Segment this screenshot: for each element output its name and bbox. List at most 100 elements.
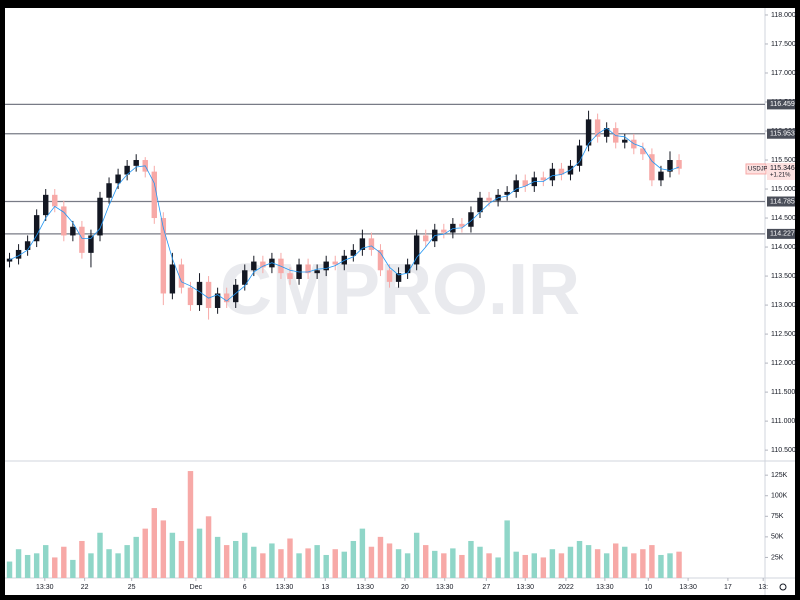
volume-bar (287, 538, 293, 578)
candle-body (395, 273, 402, 282)
y-tick-label: 111.500 (771, 389, 795, 396)
volume-bar (260, 553, 266, 578)
candle-body (260, 261, 266, 268)
candle-body (287, 273, 293, 279)
candle-body (377, 249, 384, 271)
volume-bar (70, 559, 76, 578)
candle-body (350, 249, 357, 256)
volume-bar (495, 557, 501, 578)
volume-bar (323, 554, 329, 578)
candle-body (658, 171, 664, 181)
volume-bar (468, 540, 474, 578)
candle-body (413, 235, 420, 265)
volume-bar (676, 551, 682, 578)
candle-body (24, 241, 31, 250)
volume-bar (350, 540, 357, 578)
volume-bar (278, 549, 284, 578)
candle-body (205, 281, 212, 308)
price-change: +1.21% (770, 173, 791, 179)
volume-bar (169, 532, 176, 578)
chart-background (5, 8, 795, 595)
candle-body (88, 235, 94, 253)
volume-tick-label: 100K (771, 493, 788, 500)
volume-bar (43, 545, 49, 578)
volume-bar (576, 540, 583, 578)
volume-bar (214, 536, 221, 578)
y-tick-label: 117.000 (771, 70, 796, 77)
candle-body (133, 160, 139, 166)
x-tick-label: 13:30 (36, 584, 54, 591)
candle-body (676, 160, 682, 169)
volume-bar (133, 536, 139, 578)
candle-body (33, 215, 40, 242)
candle-body (61, 206, 67, 236)
candle-body (214, 293, 221, 308)
candle-body (15, 249, 22, 259)
x-tick-label: 17 (724, 584, 732, 591)
volume-bar (151, 508, 157, 578)
candle-body (649, 154, 655, 181)
x-tick-label: 13:30 (356, 584, 374, 591)
y-tick-label: 113.000 (771, 302, 796, 309)
candle-body (522, 180, 528, 187)
y-tick-label: 114.500 (771, 215, 796, 222)
volume-bar (395, 549, 402, 578)
candle-body (486, 197, 492, 201)
y-tick-label: 115.000 (771, 186, 796, 193)
volume-bar (477, 546, 483, 578)
candle-body (106, 183, 112, 198)
x-tick-label: 13:30 (596, 584, 614, 591)
candle-body (124, 165, 130, 175)
x-tick-label: 20 (401, 584, 409, 591)
volume-bar (386, 543, 393, 578)
candle-body (622, 139, 628, 143)
candle-body (79, 226, 85, 253)
candle-body (43, 194, 49, 216)
y-tick-label: 110.500 (771, 447, 796, 454)
volume-bar (441, 553, 447, 578)
volume-bar (24, 554, 31, 578)
volume-bar (296, 553, 302, 578)
volume-bar (251, 546, 257, 578)
candle-body (314, 270, 320, 274)
level-label-box (767, 196, 795, 207)
candle-body (459, 223, 465, 227)
x-tick-label: 10 (644, 584, 652, 591)
candle-body (368, 238, 375, 250)
candle-body (576, 145, 583, 166)
volume-bar (205, 516, 212, 578)
volume-bar (585, 545, 592, 578)
x-tick-label: 13:30 (276, 584, 294, 591)
candle-body (70, 226, 76, 236)
candle-body (305, 264, 311, 274)
volume-bar (79, 540, 85, 578)
candle-body (160, 218, 167, 294)
candle-body (169, 264, 176, 294)
volume-bar (6, 561, 13, 578)
volume-bar (459, 554, 465, 578)
candle-body (251, 261, 257, 271)
volume-bar (223, 545, 230, 578)
volume-bar (667, 553, 673, 578)
settings-icon[interactable] (779, 583, 787, 591)
price-box (767, 162, 795, 180)
volume-bar (61, 546, 67, 578)
level-label: 116.459 (770, 101, 795, 108)
symbol-box (745, 163, 767, 175)
y-tick-label: 115.500 (771, 157, 796, 164)
volume-bar (423, 545, 429, 578)
volume-bar (613, 543, 619, 578)
level-label: 114.227 (770, 231, 795, 238)
volume-bar (567, 546, 574, 578)
candle-body (386, 270, 393, 282)
volume-bar (106, 549, 112, 578)
volume-bar (558, 553, 565, 578)
volume-bar (649, 545, 655, 578)
volume-bar (97, 532, 103, 578)
candle-body (323, 261, 329, 271)
volume-bar (341, 551, 347, 578)
volume-bar (368, 546, 375, 578)
volume-bar (603, 553, 610, 578)
volume-bar (178, 540, 185, 578)
